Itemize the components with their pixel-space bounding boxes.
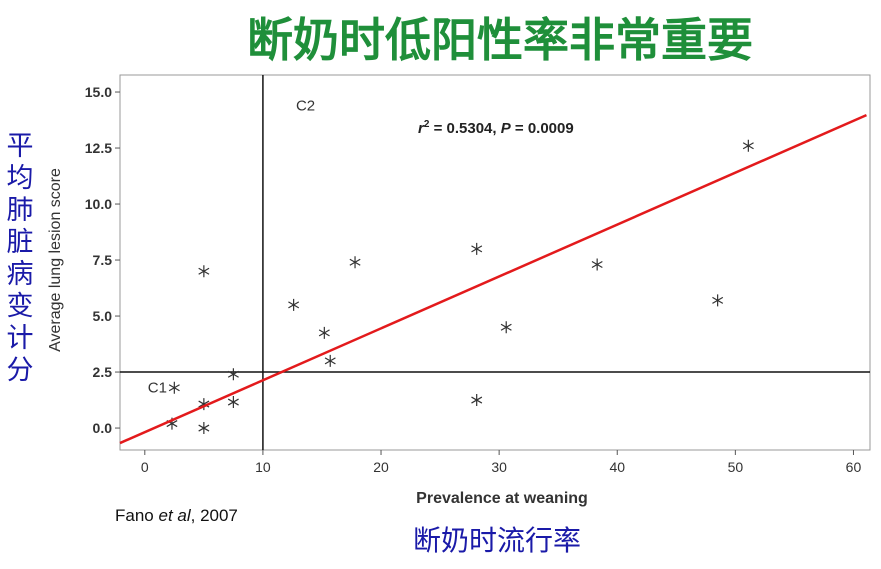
bottom-label: 断奶时流行率 bbox=[413, 524, 581, 557]
x-tick-label: 20 bbox=[373, 459, 389, 475]
x-tick-label: 0 bbox=[141, 459, 149, 475]
stat-annotation: r2 = 0.5304, P = 0.0009 bbox=[418, 119, 574, 137]
scatter-point bbox=[324, 354, 336, 367]
y-tick-label: 15.0 bbox=[85, 84, 112, 100]
citation-etal: et al bbox=[158, 506, 191, 525]
scatter-point bbox=[712, 294, 724, 307]
x-tick-label: 50 bbox=[728, 459, 744, 475]
y-tick-label: 0.0 bbox=[93, 420, 113, 436]
scatter-point bbox=[198, 398, 210, 411]
trend-line bbox=[119, 113, 867, 445]
x-tick-label: 30 bbox=[491, 459, 507, 475]
scatter-point bbox=[591, 258, 603, 271]
citation: Fano et al, 2007 bbox=[115, 506, 238, 525]
x-tick-label: 40 bbox=[609, 459, 625, 475]
x-axis-label: Prevalence at weaning bbox=[416, 490, 588, 507]
scatter-point bbox=[198, 265, 210, 278]
scatter-point bbox=[288, 298, 300, 311]
side-label: 平均肺脏病变计分 bbox=[7, 131, 34, 386]
scatter-point bbox=[471, 394, 483, 407]
scatter-point bbox=[198, 422, 210, 435]
stat-p: P bbox=[501, 120, 512, 137]
slide-title: 断奶时低阳性率非常重要 bbox=[247, 13, 753, 67]
plot-frame bbox=[119, 74, 871, 451]
x-tick-label: 10 bbox=[255, 459, 271, 475]
y-tick-label: 2.5 bbox=[93, 364, 113, 380]
y-tick-label: 5.0 bbox=[93, 308, 113, 324]
y-axis-label: Average lung lesion score bbox=[47, 168, 64, 352]
scatter-point bbox=[168, 381, 180, 394]
citation-author: Fano bbox=[115, 506, 158, 525]
stat-p-value: = 0.0009 bbox=[511, 120, 574, 137]
quadrant-label: C2 bbox=[296, 97, 315, 114]
stat-r: r bbox=[418, 120, 425, 137]
stat-r2-value: = 0.5304, bbox=[429, 120, 500, 137]
y-tick-label: 7.5 bbox=[93, 252, 113, 268]
quadrant-label: C1 bbox=[148, 380, 167, 397]
y-tick-label: 12.5 bbox=[85, 140, 112, 156]
scatter-point bbox=[500, 321, 512, 334]
scatter-point bbox=[227, 368, 239, 381]
scatter-point bbox=[349, 256, 361, 269]
y-tick-label: 10.0 bbox=[85, 196, 112, 212]
scatter-point bbox=[227, 396, 239, 409]
scatter-point bbox=[742, 139, 754, 152]
x-tick-label: 60 bbox=[846, 459, 862, 475]
stat-sup: 2 bbox=[424, 119, 430, 130]
scatter-point bbox=[471, 242, 483, 255]
citation-year: , 2007 bbox=[191, 506, 238, 525]
scatter-point bbox=[318, 326, 330, 339]
